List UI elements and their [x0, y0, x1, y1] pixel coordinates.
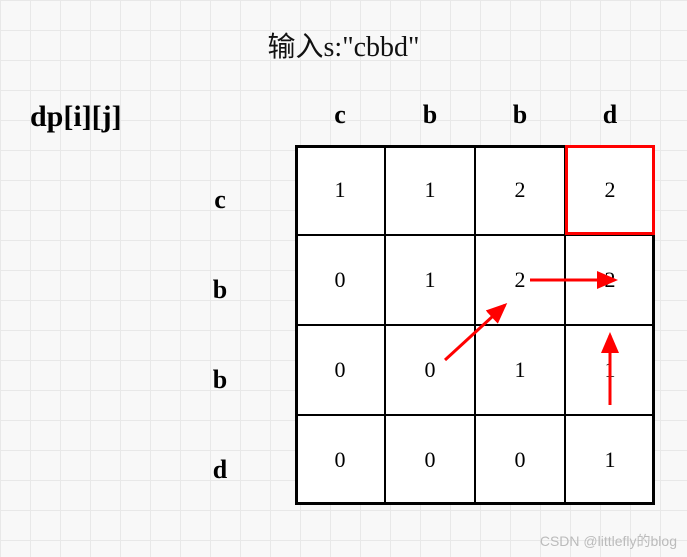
grid-cell: 2	[475, 145, 565, 235]
grid-cell: 2	[565, 145, 655, 235]
grid-cell: 2	[475, 235, 565, 325]
grid-cell: 0	[295, 415, 385, 505]
grid-cell: 0	[385, 415, 475, 505]
row-header: b	[200, 245, 240, 335]
watermark: CSDN @littlefly的blog	[540, 531, 677, 551]
grid-cell: 1	[475, 325, 565, 415]
grid-cell: 1	[385, 145, 475, 235]
grid-cell: 0	[385, 325, 475, 415]
grid-cell: 1	[565, 415, 655, 505]
grid-cell: 0	[295, 235, 385, 325]
col-header: c	[295, 100, 385, 130]
grid-cell: 0	[295, 325, 385, 415]
grid-cell: 2	[565, 235, 655, 325]
grid-cell: 1	[295, 145, 385, 235]
col-header: d	[565, 100, 655, 130]
row-header: c	[200, 155, 240, 245]
dp-grid: 1122012200110001	[295, 145, 655, 505]
dp-label: dp[i][j]	[30, 100, 122, 134]
grid-cell: 0	[475, 415, 565, 505]
input-title: 输入s:"cbbd"	[0, 25, 687, 65]
row-headers: c b b d	[200, 155, 240, 515]
col-header: b	[475, 100, 565, 130]
row-header: d	[200, 425, 240, 515]
row-header: b	[200, 335, 240, 425]
col-header: b	[385, 100, 475, 130]
grid-cell: 1	[385, 235, 475, 325]
grid-cell: 1	[565, 325, 655, 415]
column-headers: c b b d	[295, 100, 655, 130]
